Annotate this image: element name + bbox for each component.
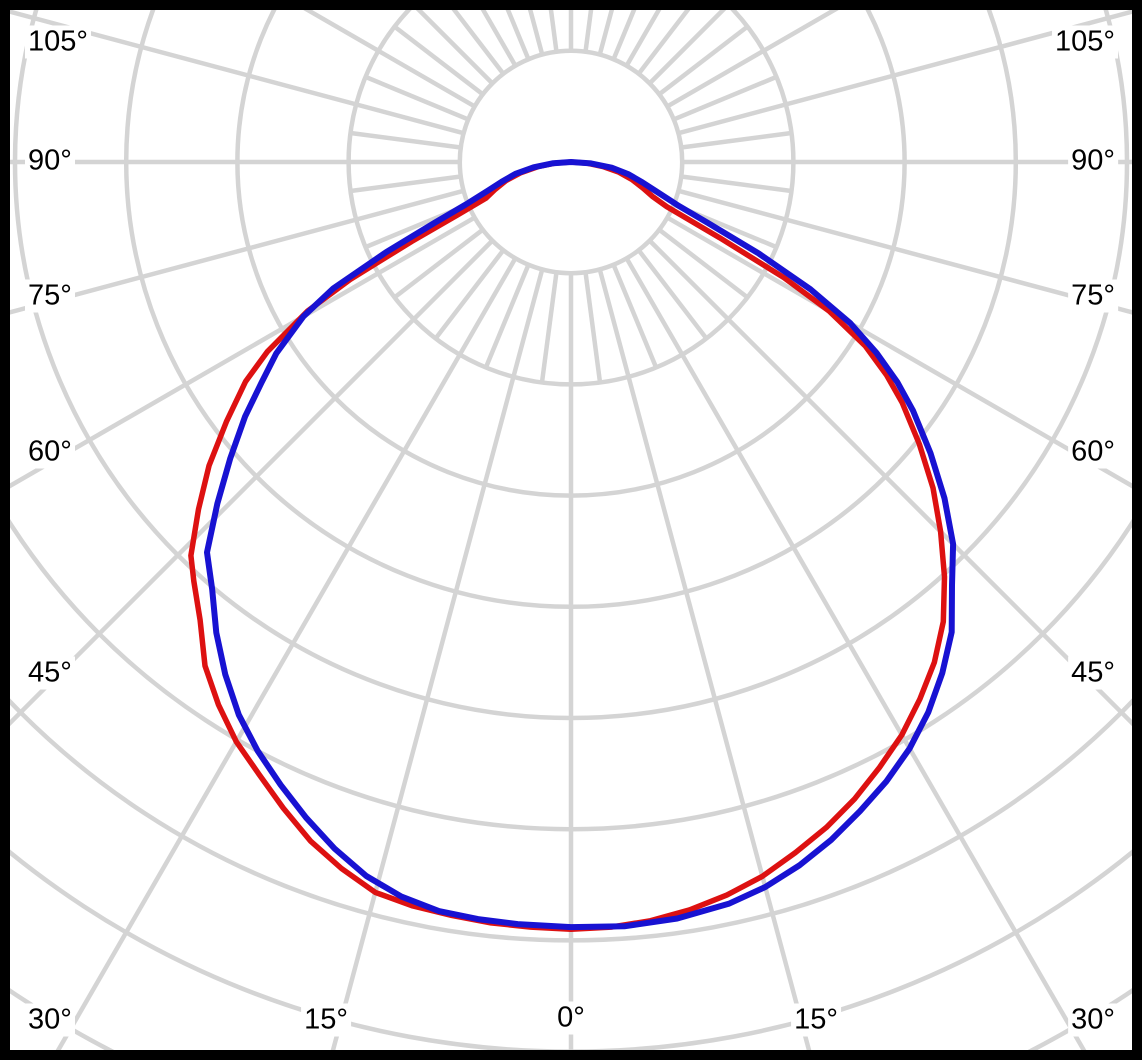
minor-spoke xyxy=(364,74,470,122)
major-spoke xyxy=(648,239,1132,727)
major-spoke xyxy=(666,215,1132,489)
minor-spoke xyxy=(393,227,485,300)
minor-spoke xyxy=(611,263,659,369)
minor-spoke xyxy=(539,271,559,383)
minor-spoke xyxy=(451,10,506,76)
minor-spoke xyxy=(350,130,462,150)
major-spoke xyxy=(10,239,494,727)
major-spoke xyxy=(10,10,465,136)
minor-spoke xyxy=(583,271,603,383)
minor-spoke xyxy=(548,10,559,53)
minor-spoke xyxy=(483,263,531,369)
minor-spoke xyxy=(636,248,709,340)
major-spoke xyxy=(677,10,1132,136)
blue-plane-curve xyxy=(204,159,957,931)
minor-spoke xyxy=(680,174,792,194)
minor-spoke xyxy=(680,130,792,150)
minor-spoke xyxy=(657,24,749,97)
minor-spoke xyxy=(657,227,749,300)
minor-spoke xyxy=(393,24,485,97)
minor-spoke xyxy=(672,74,778,122)
major-spoke xyxy=(415,10,494,85)
minor-spoke xyxy=(583,10,594,53)
major-spoke xyxy=(330,268,545,1050)
minor-spoke xyxy=(636,10,691,76)
minor-spoke xyxy=(611,10,637,61)
major-spoke xyxy=(597,268,812,1050)
major-spoke xyxy=(10,188,465,315)
major-spoke xyxy=(55,257,518,1050)
major-spoke xyxy=(677,188,1132,315)
major-spoke xyxy=(648,10,727,85)
major-spoke xyxy=(624,257,1087,1050)
major-spoke xyxy=(10,215,476,489)
minor-spoke xyxy=(350,174,462,194)
minor-spoke xyxy=(433,248,506,340)
minor-spoke xyxy=(505,10,531,61)
